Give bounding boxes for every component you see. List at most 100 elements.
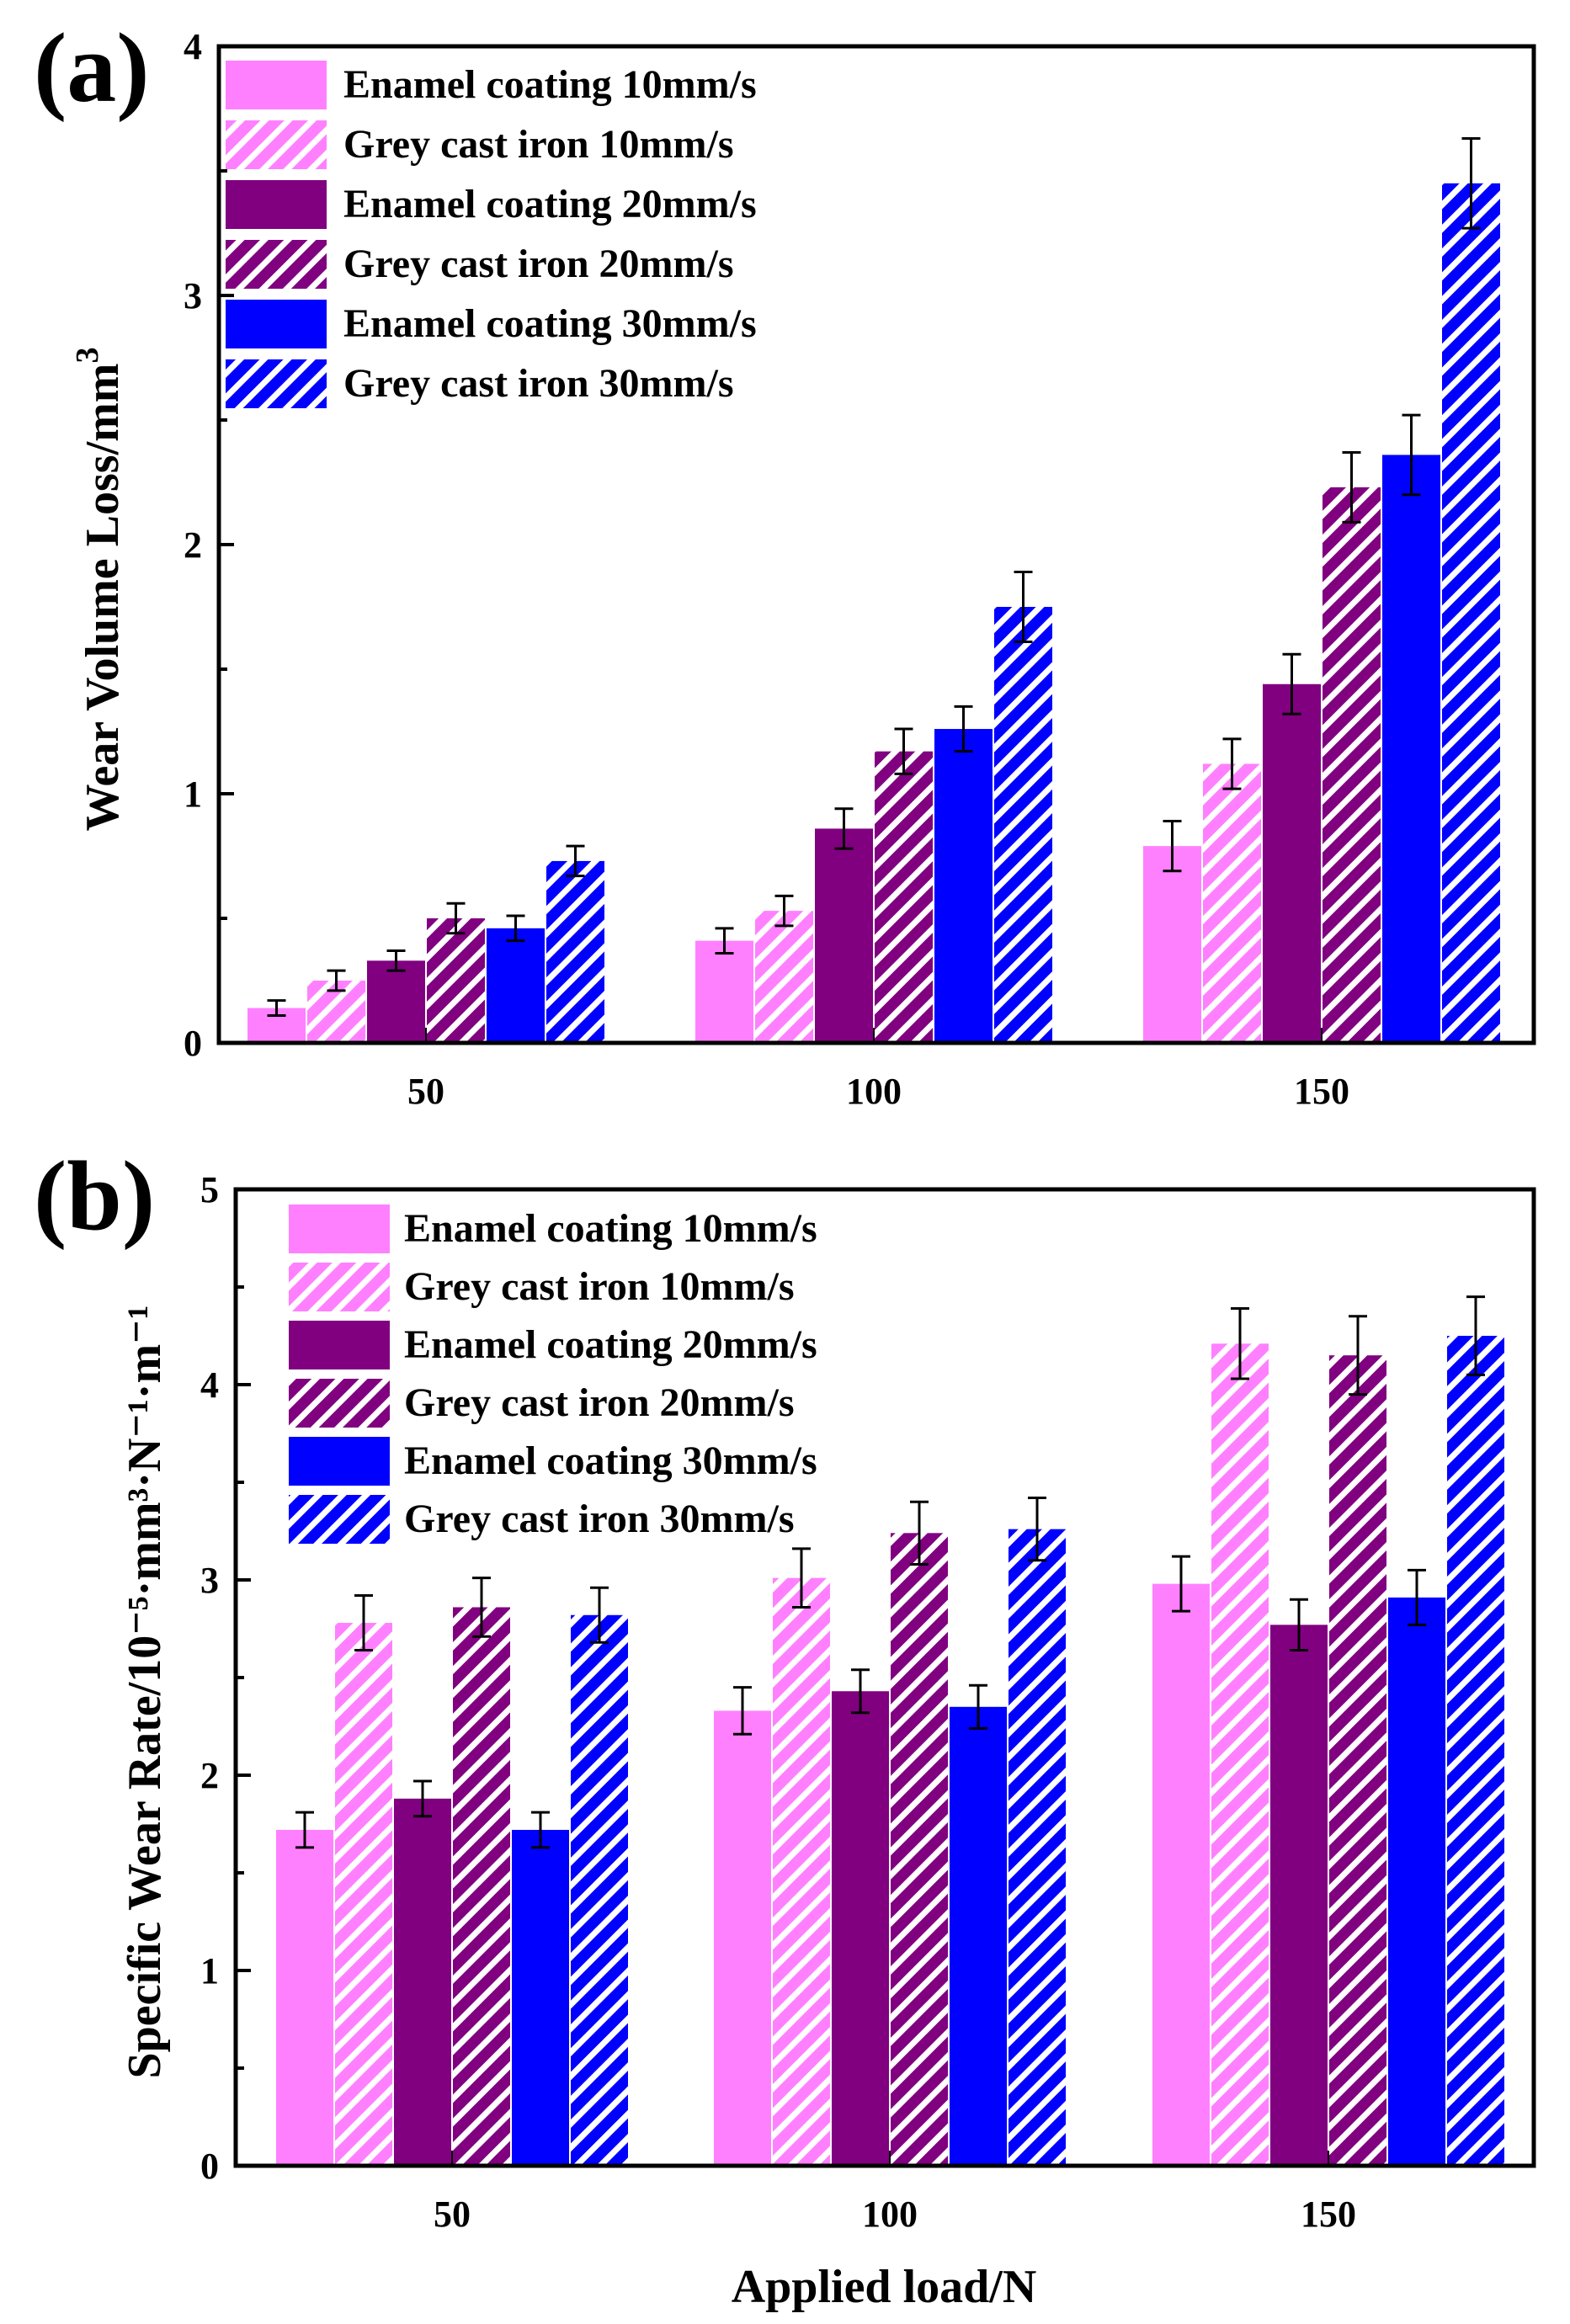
panel-b-ylabel-text: Specific Wear Rate/10⁻⁵·mm³·N⁻¹·m⁻¹ [119, 1306, 171, 2079]
panel-a-ytick-label: 4 [184, 26, 202, 67]
panel-a-bar [1203, 763, 1261, 1043]
panel-a-legend-label: Grey cast iron 30mm/s [343, 361, 734, 406]
panel-b-ytick-label: 5 [200, 1169, 219, 1210]
panel-a-bar [695, 940, 753, 1043]
panel-a-bar [875, 751, 933, 1043]
panel-b-error-bar [413, 1779, 432, 1818]
panel-a-error-bar [506, 914, 525, 943]
panel-b-legend-label: Enamel coating 30mm/s [404, 1439, 817, 1483]
panel-a-error-bar [1342, 450, 1361, 524]
panel-a-legend-item: Grey cast iron 10mm/s [226, 120, 734, 169]
panel-b-legend-swatch [289, 1321, 390, 1369]
panel-a-bar [994, 607, 1052, 1043]
panel-a-legend-swatch [226, 180, 327, 229]
panel-a-bar [1382, 455, 1440, 1043]
panel-a-bar [1323, 487, 1381, 1043]
panel-b-legend-swatch [289, 1379, 390, 1428]
panel-b-legend-label: Grey cast iron 20mm/s [404, 1380, 795, 1425]
panel-b-bar [1152, 1583, 1210, 2166]
panel-a-ytick-label: 0 [184, 1023, 202, 1064]
panel-a-error-bar [1282, 652, 1301, 715]
panel-a-legend-label: Grey cast iron 20mm/s [343, 242, 734, 286]
panel-b-ytick-label: 4 [200, 1364, 219, 1406]
panel-b-error-bar [1028, 1497, 1046, 1562]
panel-b-bar [571, 1614, 628, 2166]
panel-a-legend-item: Enamel coating 30mm/s [226, 300, 757, 348]
panel-b-bar [512, 1829, 569, 2166]
panel-b-error-bar [1349, 1315, 1367, 1396]
panel-a-error-bar [1402, 413, 1421, 497]
panel-a-error-bar [894, 727, 913, 775]
panel-b-bar [1009, 1529, 1066, 2166]
panel-b-bar [1388, 1597, 1445, 2166]
panel-b-error-bar [1231, 1307, 1249, 1380]
panel-a-xtick-label: 100 [846, 1071, 902, 1112]
panel-a-error-bar [1163, 820, 1182, 873]
panel-a-legend-swatch [226, 120, 327, 169]
panel-a-legend-label: Enamel coating 10mm/s [343, 62, 757, 107]
panel-b-error-bar [733, 1686, 752, 1736]
panel-b-legend-swatch [289, 1263, 390, 1311]
panel-a-error-bar [834, 807, 854, 850]
panel-b-label: (b) [34, 1141, 155, 1251]
panel-a-xtick-label: 150 [1294, 1071, 1349, 1112]
panel-b-error-bar [1466, 1295, 1485, 1376]
panel-b-bar [832, 1691, 889, 2166]
panel-b-xtick-label: 150 [1301, 2194, 1356, 2235]
panel-b-bar [1270, 1625, 1328, 2166]
panel-b-xtick-label: 50 [434, 2194, 471, 2235]
panel-a-error-bar [566, 844, 585, 878]
panel-b-ylabel: Specific Wear Rate/10⁻⁵·mm³·N⁻¹·m⁻¹ [119, 1306, 171, 2079]
panel-a-legend-label: Grey cast iron 10mm/s [343, 122, 734, 167]
panel-b-error-bar [472, 1577, 491, 1638]
panel-a-bar [1263, 683, 1321, 1043]
panel-a-error-bar [327, 969, 346, 992]
panel-b-error-bar [851, 1668, 870, 1715]
panel-a-error-bar [1222, 737, 1242, 790]
panel-a-legend-swatch [226, 359, 327, 408]
panel-a-error-bar [267, 999, 286, 1017]
panel-a-bar [546, 860, 604, 1043]
panel-b-ytick-label: 2 [200, 1755, 219, 1796]
panel-b-legend-label: Enamel coating 10mm/s [404, 1206, 817, 1251]
panel-b-error-bar [1290, 1598, 1308, 1652]
panel-b-plot-frame [233, 1187, 1536, 2168]
panel-a-error-bar [386, 949, 406, 972]
panel-a-bar [934, 729, 993, 1043]
panel-b-legend-label: Grey cast iron 30mm/s [404, 1497, 795, 1541]
panel-a-bar [427, 918, 485, 1043]
panel-a-legend-item: Enamel coating 20mm/s [226, 180, 757, 229]
panel-a-legend-label: Enamel coating 30mm/s [343, 301, 757, 346]
panel-a-xtick-label: 50 [407, 1071, 444, 1112]
panel-b-error-bar [531, 1811, 550, 1849]
panel-a-error-bar [954, 705, 973, 753]
panel-b-bar [335, 1623, 392, 2166]
panel-a-plot-frame [216, 44, 1536, 1045]
panel-a-bar [1143, 846, 1201, 1043]
panel-b-legend-item: Enamel coating 30mm/s [289, 1437, 817, 1486]
panel-a-bar [815, 828, 873, 1043]
panel-b-legend-swatch [289, 1205, 390, 1253]
panel-b-bar [891, 1533, 948, 2166]
panel-a-bar [755, 911, 813, 1043]
panel-a-legend-swatch [226, 240, 327, 289]
panel-a-legend-label: Enamel coating 20mm/s [343, 182, 757, 226]
panel-b-error-bar [590, 1586, 609, 1644]
panel-b-error-bar [1172, 1555, 1190, 1613]
panel-b-bar [714, 1710, 771, 2166]
x-axis-title: Applied load/N [732, 2261, 1037, 2313]
panel-b-ytick-label: 0 [200, 2146, 219, 2187]
panel-b-error-bar [295, 1811, 314, 1849]
panel-b-error-bar [969, 1683, 987, 1730]
panel-b-error-bar [354, 1594, 373, 1652]
panel-b-bar [394, 1798, 451, 2166]
panel-a-legend-item: Grey cast iron 30mm/s [226, 359, 734, 408]
panel-b-ytick-label: 3 [200, 1560, 219, 1601]
panel-a-ytick-label: 3 [184, 275, 202, 316]
panel-a-ytick-label: 1 [184, 774, 202, 815]
panel-a-bar [1442, 183, 1500, 1044]
panel-b-error-bar [1408, 1568, 1426, 1626]
panel-a-error-bar [446, 901, 466, 935]
panel-b-error-bar [792, 1547, 811, 1609]
panel-a-error-bar [1461, 137, 1481, 230]
